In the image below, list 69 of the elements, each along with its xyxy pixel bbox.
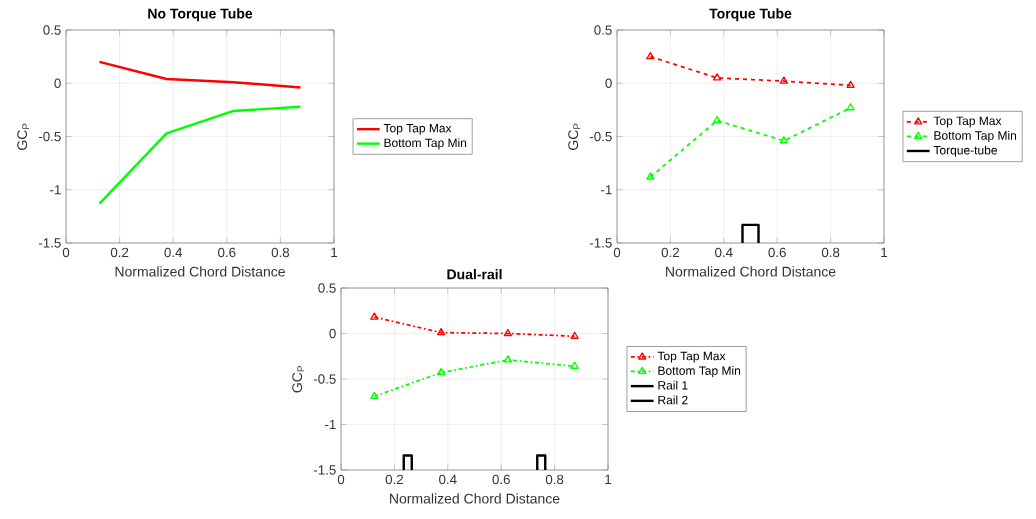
x-tick-label: 0 <box>613 247 621 258</box>
y-tick-label: 0.5 <box>594 25 612 35</box>
x-axis-title: Normalized Chord Distance <box>666 266 836 277</box>
legend-label: Bottom Tap Min <box>384 138 467 150</box>
point <box>370 391 379 399</box>
x-tick-label: 1 <box>881 247 888 257</box>
legend-label: Torque-tube <box>933 145 997 157</box>
point <box>437 367 446 376</box>
x-tick-label: 0.2 <box>661 247 680 258</box>
line-series <box>98 105 302 205</box>
legend-label: Rail 2 <box>658 395 688 405</box>
point <box>712 73 722 81</box>
point <box>370 312 379 320</box>
legend-label: Top Tap Max <box>383 124 452 135</box>
y-tick-label: 0.5 <box>318 283 336 293</box>
point <box>503 355 513 363</box>
point <box>437 327 446 336</box>
legend-label: Bottom Tap Min <box>934 130 1017 143</box>
x-tick-label: 0 <box>337 474 345 485</box>
y-tick-label: 0 <box>54 78 61 88</box>
y-tick-label: 0 <box>329 328 336 339</box>
y-tick-label: -1.5 <box>38 238 61 248</box>
y-tick-label: -1 <box>50 185 61 195</box>
chart-title: No Torque Tube <box>148 8 253 22</box>
y-axis-title: GC$_{P}$ <box>568 123 581 150</box>
x-tick-label: 0.4 <box>439 474 457 485</box>
x-tick-label: 0.6 <box>492 474 510 485</box>
point <box>846 103 855 111</box>
point <box>712 115 722 124</box>
x-tick-label: 0.2 <box>385 474 404 485</box>
chart-title: Torque Tube <box>709 8 792 22</box>
x-tick-label: 0 <box>62 247 70 258</box>
x-tick-label: 0.2 <box>110 247 129 258</box>
point <box>646 172 655 180</box>
y-axis-title: GC$_{P}$ <box>17 123 30 150</box>
line-series <box>98 60 302 89</box>
point <box>570 361 579 369</box>
x-tick-label: 0.8 <box>545 474 564 485</box>
x-tick-label: 0.8 <box>271 247 290 258</box>
chart-title: Dual-rail <box>447 269 502 280</box>
x-tick-label: 0.8 <box>821 247 840 258</box>
point <box>646 51 655 60</box>
point <box>570 331 579 339</box>
point <box>503 328 513 337</box>
legend-label: Top Tap Max <box>657 351 726 363</box>
x-tick-label: 1 <box>331 247 338 257</box>
x-axis-title: Normalized Chord Distance <box>115 266 285 277</box>
y-tick-label: -1 <box>601 185 612 195</box>
x-tick-label: 1 <box>605 474 612 484</box>
point <box>846 80 855 89</box>
legend-label: Bottom Tap Min <box>658 366 741 378</box>
y-tick-label: -0.5 <box>38 131 61 142</box>
x-tick-label: 0.4 <box>715 247 733 258</box>
x-tick-label: 0.6 <box>768 247 786 258</box>
legend-label: Rail 1 <box>658 380 688 390</box>
y-tick-label: -1 <box>325 419 336 430</box>
point <box>779 76 789 84</box>
x-tick-label: 0.4 <box>164 247 183 258</box>
y-tick-label: -1.5 <box>313 465 336 475</box>
y-axis-title: GC$_{P}$ <box>292 366 305 393</box>
y-tick-label: -0.5 <box>313 374 336 384</box>
y-tick-label: 0.5 <box>43 25 61 35</box>
legend-label: Top Tap Max <box>933 116 1002 128</box>
y-tick-label: 0 <box>605 78 612 88</box>
y-tick-label: -1.5 <box>589 238 612 248</box>
x-tick-label: 0.6 <box>218 247 236 258</box>
x-axis-title: Normalized Chord Distance <box>390 493 560 504</box>
y-tick-label: -0.5 <box>589 131 612 142</box>
point <box>779 136 789 144</box>
